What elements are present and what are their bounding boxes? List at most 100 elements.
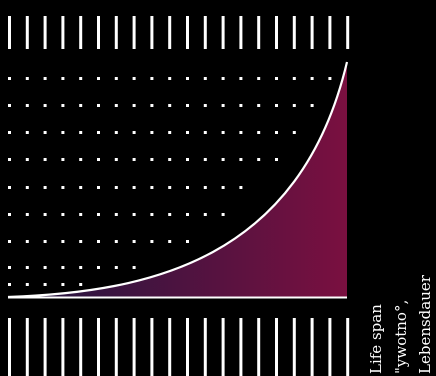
- bar-mark: [150, 16, 154, 49]
- grid-dot: [97, 186, 100, 189]
- grid-dot: [150, 240, 154, 243]
- grid-dot: [132, 158, 136, 161]
- bar-mark: [61, 318, 65, 376]
- bar-mark: [25, 318, 29, 376]
- grid-dot: [168, 158, 172, 161]
- bar-mark: [239, 318, 243, 376]
- grid-dot: [114, 131, 118, 134]
- grid-dot: [61, 186, 65, 189]
- grid-dot: [257, 77, 261, 80]
- grid-dot: [132, 266, 136, 269]
- grid-dot: [203, 131, 207, 134]
- bar-mark: [346, 318, 350, 376]
- grid-dot: [25, 77, 29, 80]
- grid-dot: [97, 104, 100, 107]
- grid-dot: [114, 77, 118, 80]
- grid-dot: [79, 158, 83, 161]
- grid-dot: [203, 213, 207, 216]
- grid-dot: [221, 213, 225, 216]
- grid-dot: [168, 77, 172, 80]
- grid-dot: [61, 240, 65, 243]
- grid-dot: [97, 77, 100, 80]
- bar-mark: [25, 16, 29, 49]
- grid-dot: [79, 186, 83, 189]
- bar-mark: [168, 318, 172, 376]
- grid-dot: [25, 131, 29, 134]
- grid-dot: [150, 186, 154, 189]
- grid-dot: [239, 77, 243, 80]
- grid-dot: [8, 266, 11, 269]
- grid-dot: [186, 158, 189, 161]
- grid-dot: [25, 104, 29, 107]
- grid-dot: [132, 213, 136, 216]
- grid-dot: [239, 131, 243, 134]
- grid-dot: [8, 77, 11, 80]
- grid-dot: [132, 77, 136, 80]
- grid-dot: [114, 158, 118, 161]
- grid-dot: [328, 77, 332, 80]
- grid-dot: [79, 104, 83, 107]
- grid-dot: [61, 77, 65, 80]
- grid-dot: [203, 77, 207, 80]
- dot-grid: [8, 77, 332, 286]
- bar-mark: [97, 318, 100, 376]
- bar-mark: [346, 16, 350, 49]
- grid-dot: [114, 240, 118, 243]
- bar-mark: [79, 318, 83, 376]
- grid-dot: [97, 240, 100, 243]
- grid-dot: [8, 158, 11, 161]
- bar-mark: [310, 318, 314, 376]
- grid-dot: [168, 131, 172, 134]
- grid-dot: [186, 77, 189, 80]
- bar-mark: [328, 318, 332, 376]
- grid-dot: [292, 131, 296, 134]
- grid-dot: [221, 158, 225, 161]
- grid-dot: [257, 131, 261, 134]
- bar-mark: [203, 318, 207, 376]
- grid-dot: [239, 104, 243, 107]
- label-german: Lebensdauer: [416, 275, 434, 374]
- grid-dot: [275, 131, 278, 134]
- grid-dot: [203, 158, 207, 161]
- grid-dot: [25, 266, 29, 269]
- grid-dot: [150, 104, 154, 107]
- grid-dot: [292, 104, 296, 107]
- grid-dot: [150, 158, 154, 161]
- grid-dot: [79, 77, 83, 80]
- bar-mark: [186, 16, 189, 49]
- bar-mark: [61, 16, 65, 49]
- grid-dot: [43, 240, 47, 243]
- grid-dot: [203, 104, 207, 107]
- grid-dot: [61, 158, 65, 161]
- grid-dot: [132, 186, 136, 189]
- grid-dot: [114, 213, 118, 216]
- grid-dot: [79, 266, 83, 269]
- grid-dot: [292, 77, 296, 80]
- bar-mark: [203, 16, 207, 49]
- grid-dot: [43, 131, 47, 134]
- grid-dot: [25, 213, 29, 216]
- bar-mark: [292, 318, 296, 376]
- bar-mark: [97, 16, 100, 49]
- grid-dot: [43, 158, 47, 161]
- grid-dot: [186, 213, 189, 216]
- grid-dot: [221, 186, 225, 189]
- grid-dot: [61, 131, 65, 134]
- grid-dot: [79, 240, 83, 243]
- grid-dot: [61, 213, 65, 216]
- grid-dot: [168, 240, 172, 243]
- bar-mark: [43, 318, 47, 376]
- grid-dot: [97, 213, 100, 216]
- growth-area: [8, 62, 347, 297]
- bar-mark: [186, 318, 189, 376]
- grid-dot: [186, 240, 189, 243]
- bar-mark: [221, 318, 225, 376]
- bar-mark: [257, 318, 261, 376]
- grid-dot: [310, 104, 314, 107]
- grid-dot: [186, 131, 189, 134]
- grid-dot: [275, 77, 278, 80]
- grid-dot: [25, 283, 29, 286]
- grid-dot: [168, 213, 172, 216]
- top-bar-strip: [8, 16, 350, 49]
